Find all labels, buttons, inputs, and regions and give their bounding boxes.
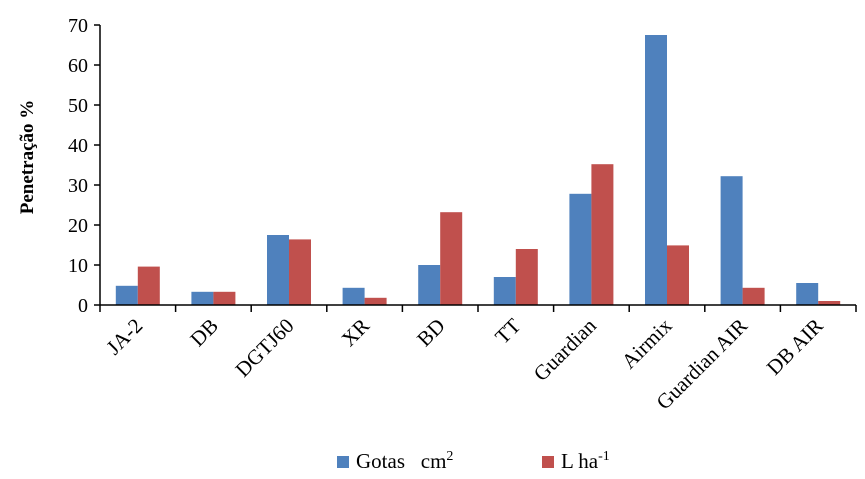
x-tick-label: BD bbox=[412, 314, 450, 352]
legend: Gotas cm2 L ha-1 bbox=[337, 449, 610, 473]
bar-lha-xr bbox=[364, 297, 387, 305]
bar-gotas-guardian bbox=[569, 193, 592, 305]
y-tick-label: 0 bbox=[78, 295, 88, 317]
legend-label-base: Gotas cm bbox=[356, 449, 446, 473]
legend-label: L ha-1 bbox=[561, 449, 610, 473]
legend-label-base: L ha bbox=[561, 449, 599, 473]
y-tick-label: 20 bbox=[68, 215, 88, 237]
bar-lha-guardian bbox=[591, 164, 614, 305]
bar-lha-ja-2 bbox=[137, 266, 160, 305]
bar-lha-airmix bbox=[667, 245, 689, 305]
bar-gotas-bd bbox=[418, 265, 441, 305]
legend-item-gotas: Gotas cm2 bbox=[337, 449, 453, 473]
bar-gotas-db-air bbox=[796, 283, 819, 305]
legend-item-lha: L ha-1 bbox=[542, 449, 610, 473]
x-tick-label: DB bbox=[185, 314, 223, 352]
y-tick-label: 10 bbox=[68, 255, 88, 277]
y-tick-label: 70 bbox=[68, 15, 88, 37]
legend-label-superscript: 2 bbox=[446, 449, 453, 464]
x-tick-label: DB AIR bbox=[762, 314, 828, 380]
x-tick-label: DGTJ60 bbox=[230, 314, 298, 382]
y-axis-label: Penetração % bbox=[17, 100, 38, 214]
y-tick-label: 30 bbox=[68, 175, 88, 197]
bar-gotas-tt bbox=[493, 277, 516, 305]
bar-lha-tt bbox=[515, 249, 538, 305]
bar-lha-guardian-air bbox=[742, 287, 765, 305]
x-tick-label: TT bbox=[490, 313, 525, 348]
legend-label-superscript: -1 bbox=[598, 449, 610, 464]
axes bbox=[99, 25, 857, 312]
bar-gotas-xr bbox=[342, 287, 365, 305]
bar-gotas-guardian-air bbox=[720, 176, 743, 305]
bar-lha-db bbox=[213, 291, 236, 305]
x-axis-tick-labels: JA-2 DB DGTJ60 XR BD TT Guardian AirmixGuardian… bbox=[101, 313, 827, 414]
bar-gotas-dgtj60 bbox=[267, 235, 289, 305]
legend-label: Gotas cm2 bbox=[356, 449, 453, 473]
x-tick-label: JA-2 bbox=[101, 314, 147, 360]
y-tick-label: 40 bbox=[68, 135, 88, 157]
bar-lha-dgtj60 bbox=[289, 239, 311, 305]
x-tick-label: Airmix bbox=[617, 313, 677, 373]
x-tick-label: Guardian bbox=[529, 313, 602, 386]
y-axis-ticks: 0 10 20 30 40 50 60 70 bbox=[68, 15, 100, 317]
bar-lha-db-air bbox=[818, 301, 841, 305]
y-tick-label: 50 bbox=[68, 95, 88, 117]
bar-gotas-airmix bbox=[645, 35, 667, 305]
legend-swatch bbox=[337, 456, 349, 468]
legend-swatch bbox=[542, 456, 554, 468]
y-tick-label: 60 bbox=[68, 55, 88, 77]
x-tick-label: XR bbox=[337, 314, 375, 352]
bar-lha-bd bbox=[440, 212, 463, 305]
bar-gotas-db bbox=[191, 291, 214, 305]
bars bbox=[115, 35, 841, 305]
bar-gotas-ja-2 bbox=[115, 285, 138, 305]
